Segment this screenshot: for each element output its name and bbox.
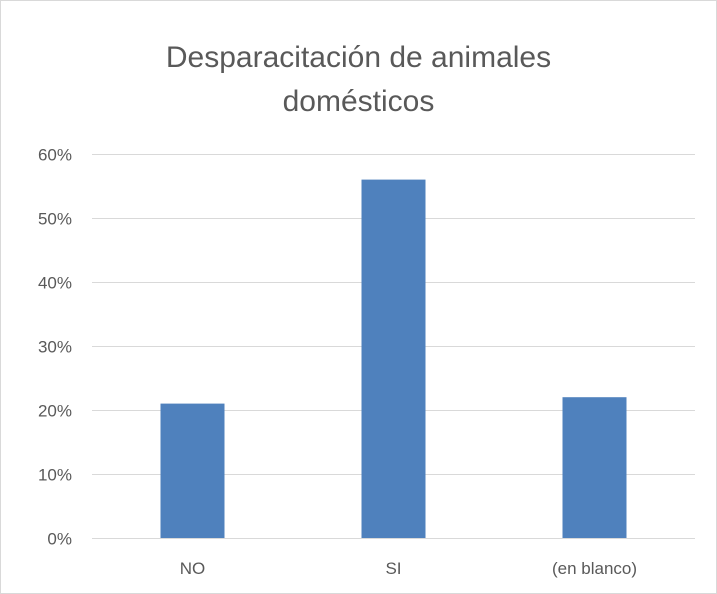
y-tick-label: 20% xyxy=(38,402,72,421)
chart-title-line-2: domésticos xyxy=(282,85,435,118)
y-tick-label: 60% xyxy=(38,146,72,165)
y-axis-tick-labels: 0% 10% 20% 30% 40% 50% 60% xyxy=(38,146,72,549)
x-tick-label: SI xyxy=(385,559,401,578)
chart-title: Desparacitación de animales domésticos xyxy=(0,36,717,124)
bar xyxy=(361,179,426,538)
y-tick-label: 10% xyxy=(38,466,72,485)
y-tick-label: 50% xyxy=(38,210,72,229)
y-tick-label: 0% xyxy=(47,530,72,549)
bars xyxy=(160,179,627,538)
y-tick-label: 30% xyxy=(38,338,72,357)
bar xyxy=(160,403,225,538)
bar xyxy=(562,397,627,538)
chart-title-line-1: Desparacitación de animales xyxy=(165,41,552,74)
x-axis-tick-labels: NO SI (en blanco) xyxy=(180,559,637,578)
y-tick-label: 40% xyxy=(38,274,72,293)
x-tick-label: NO xyxy=(180,559,206,578)
x-tick-label: (en blanco) xyxy=(552,559,637,578)
